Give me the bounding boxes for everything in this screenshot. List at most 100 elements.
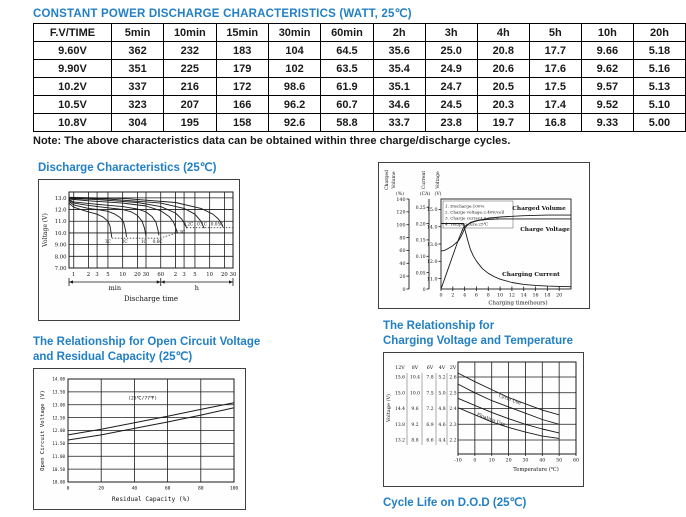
svg-text:0.05C: 0.05C bbox=[211, 221, 224, 226]
svg-text:Residual Capacity (%): Residual Capacity (%) bbox=[112, 496, 190, 503]
table-cell: 9.33 bbox=[580, 113, 634, 132]
svg-text:13.0: 13.0 bbox=[427, 242, 438, 248]
table-row: 9.90V 351 225 179 102 63.5 35.4 24.9 20.6 17.6 9.6… bbox=[33, 59, 686, 78]
svg-text:Voltage: Voltage bbox=[435, 171, 441, 190]
table-cell: 102 bbox=[267, 59, 322, 78]
svg-text:3. Charge current:0.20CA: 3. Charge current:0.20CA bbox=[445, 216, 499, 221]
table-cell: 172 bbox=[215, 77, 269, 96]
table-header-cell: 5min bbox=[110, 23, 165, 42]
table-cell: 20.5 bbox=[476, 77, 530, 96]
table-cell: 232 bbox=[163, 41, 217, 60]
table-cell: 207 bbox=[163, 95, 217, 114]
svg-text:10.00: 10.00 bbox=[52, 480, 65, 485]
table-cell: 33.7 bbox=[372, 113, 426, 132]
table-cell: 64.5 bbox=[320, 41, 374, 60]
table-cell: 96.2 bbox=[267, 95, 322, 114]
table-cell: 166 bbox=[215, 95, 269, 114]
svg-text:11.0: 11.0 bbox=[427, 276, 438, 282]
svg-text:0.20: 0.20 bbox=[416, 222, 426, 227]
svg-text:10: 10 bbox=[497, 293, 503, 299]
svg-text:10.0: 10.0 bbox=[55, 231, 67, 237]
svg-text:2: 2 bbox=[451, 293, 454, 299]
svg-text:5: 5 bbox=[193, 272, 196, 278]
svg-text:2. Charge voltage:2.40V/cell: 2. Charge voltage:2.40V/cell bbox=[445, 210, 505, 215]
page-title: CONSTANT POWER DISCHARGE CHARACTERISTICS… bbox=[33, 8, 412, 20]
table-cell: 25.0 bbox=[424, 41, 478, 60]
svg-text:9.6: 9.6 bbox=[411, 406, 418, 412]
table-cell: 9.52 bbox=[580, 95, 634, 114]
svg-text:100: 100 bbox=[230, 486, 239, 492]
svg-text:4.4: 4.4 bbox=[438, 438, 445, 444]
svg-text:18: 18 bbox=[544, 293, 550, 299]
table-cell: 225 bbox=[163, 59, 217, 78]
svg-text:5.0: 5.0 bbox=[438, 390, 445, 396]
svg-text:11.0: 11.0 bbox=[55, 219, 67, 225]
table-cell: 9.62 bbox=[580, 59, 634, 78]
svg-text:13.2: 13.2 bbox=[395, 438, 405, 444]
table-cell: 9.57 bbox=[580, 77, 634, 96]
table-cell: 24.7 bbox=[424, 77, 478, 96]
svg-text:60: 60 bbox=[157, 272, 164, 278]
svg-text:2C: 2C bbox=[122, 239, 128, 244]
table-cell: 323 bbox=[110, 95, 165, 114]
svg-text:Temperature (℃): Temperature (℃) bbox=[513, 466, 558, 473]
open-circuit-voltage-chart: 10.00 10.50 11.00 11.50 12.00 12.50 13.00 13.50… bbox=[33, 368, 246, 510]
svg-text:0: 0 bbox=[423, 288, 426, 293]
table-cell: 23.8 bbox=[424, 113, 478, 132]
table-row: 10.8V 304 195 158 92.6 58.8 33.7 23.8 19.7 16.8 9.… bbox=[33, 113, 686, 132]
table-row: 10.2V 337 216 172 98.6 61.9 35.1 24.7 20.5 17.5 9.… bbox=[33, 77, 686, 96]
table-cell: 16.8 bbox=[528, 113, 582, 132]
svg-text:14: 14 bbox=[521, 293, 527, 299]
svg-text:1C: 1C bbox=[141, 239, 147, 244]
svg-text:0.15: 0.15 bbox=[416, 239, 426, 244]
ocv-title-line2: and Residual Capacity (25℃) bbox=[33, 351, 193, 363]
svg-text:0.3C: 0.3C bbox=[175, 230, 185, 235]
svg-text:6.9: 6.9 bbox=[426, 422, 433, 428]
svg-text:2.5: 2.5 bbox=[449, 390, 456, 396]
table-cell: 60.7 bbox=[320, 95, 374, 114]
table-cell: 183 bbox=[215, 41, 269, 60]
row-label-cell: 10.5V bbox=[33, 95, 112, 114]
row-label-cell: 10.2V bbox=[33, 77, 112, 96]
svg-text:3C: 3C bbox=[105, 239, 111, 244]
table-cell: 35.1 bbox=[372, 77, 426, 96]
svg-text:Charged Volume: Charged Volume bbox=[512, 206, 566, 212]
table-cell: 351 bbox=[110, 59, 165, 78]
constant-power-discharge-table: F.V/TIME 5min 10min 15min 30min 60min 2h 3h 4h 5h… bbox=[33, 23, 686, 132]
svg-text:16: 16 bbox=[532, 293, 538, 299]
svg-text:12.50: 12.50 bbox=[52, 415, 65, 420]
table-cell: 158 bbox=[215, 113, 269, 132]
ocv-section-title: The Relationship for Open Circuit Voltag… bbox=[33, 335, 260, 365]
table-cell: 19.7 bbox=[476, 113, 530, 132]
svg-text:100: 100 bbox=[396, 223, 405, 229]
table-header-cell: 20h bbox=[632, 23, 686, 42]
svg-text:2.4: 2.4 bbox=[449, 406, 456, 412]
row-label-cell: 10.8V bbox=[33, 113, 112, 132]
svg-text:0: 0 bbox=[402, 287, 405, 293]
svg-text:(V): (V) bbox=[435, 190, 442, 197]
svg-text:4: 4 bbox=[463, 293, 466, 299]
svg-text:2: 2 bbox=[87, 272, 90, 278]
svg-text:7.8: 7.8 bbox=[426, 375, 433, 381]
svg-text:Voltage (V): Voltage (V) bbox=[385, 394, 392, 423]
svg-text:9.00: 9.00 bbox=[55, 243, 67, 249]
table-header-cell: 30min bbox=[267, 23, 322, 42]
table-cell: 5.10 bbox=[632, 95, 686, 114]
svg-text:13.50: 13.50 bbox=[52, 390, 65, 395]
svg-text:0.25: 0.25 bbox=[416, 206, 426, 211]
svg-text:4.6: 4.6 bbox=[438, 422, 445, 428]
temp-section-title: The Relationship for Charging Voltage an… bbox=[383, 319, 573, 349]
table-cell: 61.9 bbox=[320, 77, 374, 96]
svg-text:0: 0 bbox=[439, 293, 442, 299]
table-cell: 34.6 bbox=[372, 95, 426, 114]
svg-text:20: 20 bbox=[221, 272, 228, 278]
table-cell: 24.9 bbox=[424, 59, 478, 78]
svg-text:13.0: 13.0 bbox=[55, 196, 67, 202]
table-cell: 5.16 bbox=[632, 59, 686, 78]
table-cell: 104 bbox=[267, 41, 322, 60]
table-cell: 58.8 bbox=[320, 113, 374, 132]
table-cell: 5.00 bbox=[632, 113, 686, 132]
table-cell: 35.6 bbox=[372, 41, 426, 60]
svg-text:0: 0 bbox=[67, 486, 70, 492]
svg-text:10: 10 bbox=[489, 458, 495, 464]
